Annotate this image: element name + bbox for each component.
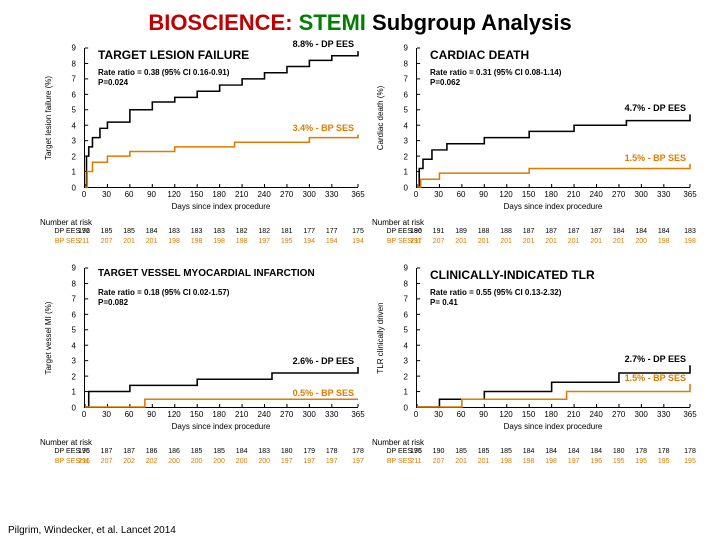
citation: Pilgrim, Windecker, et al. Lancet 2014 <box>8 525 176 536</box>
panel-2: 0123456789Target vessel MI (%)0306090120… <box>40 262 364 478</box>
panel-1: 0123456789Cardiac death (%)0306090120150… <box>372 42 696 258</box>
page-title: BIOSCIENCE: STEMI Subgroup Analysis <box>0 0 720 42</box>
panel-3: 0123456789TLR clinically driven030609012… <box>372 262 696 478</box>
panel-0: 0123456789Target lesion failure (%)03060… <box>40 42 364 258</box>
chart-grid: 0123456789Target lesion failure (%)03060… <box>0 42 720 478</box>
